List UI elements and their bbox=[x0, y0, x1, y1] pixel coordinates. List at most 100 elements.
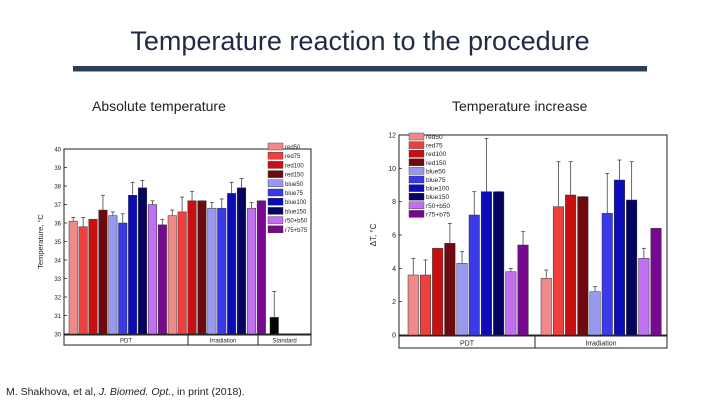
bar-pdt-blue100 bbox=[128, 195, 138, 335]
bar-standard-Standard bbox=[269, 317, 279, 335]
bar-pdt-blue50 bbox=[456, 263, 468, 336]
legend-label: red150 bbox=[285, 173, 304, 179]
y-tick-label: 8 bbox=[392, 199, 396, 206]
bar-pdt-red50 bbox=[407, 274, 419, 336]
legend-swatch bbox=[408, 158, 425, 166]
legend-label: r75+b75 bbox=[426, 211, 450, 218]
y-tick-label: 35 bbox=[54, 240, 61, 246]
y-tick-label: 10 bbox=[388, 166, 396, 173]
legend-label: blue150 bbox=[426, 194, 450, 201]
y-tick-label: 12 bbox=[388, 133, 396, 140]
legend-label: red75 bbox=[285, 154, 301, 160]
bar-irradiation-blue50 bbox=[207, 207, 217, 335]
legend-label: red100 bbox=[426, 151, 447, 158]
group-label: Irradiation bbox=[210, 339, 237, 345]
bar-pdt-blue75 bbox=[468, 214, 480, 336]
bar-pdt-r75-b75 bbox=[157, 224, 167, 335]
citation-authors: M. Shakhova, et al, bbox=[6, 386, 99, 398]
legend-swatch bbox=[267, 151, 284, 160]
legend-label: r50+b50 bbox=[426, 203, 450, 210]
legend-swatch bbox=[267, 216, 284, 224]
bar-pdt-blue150 bbox=[138, 187, 148, 335]
legend-label: red75 bbox=[426, 143, 443, 150]
y-axis-label: Temperature, °C bbox=[36, 214, 45, 269]
group-label: Standard bbox=[272, 339, 296, 345]
bar-irradiation-red75 bbox=[552, 206, 564, 336]
bar-pdt-blue100 bbox=[480, 191, 492, 336]
citation-status: , in print (2018). bbox=[171, 386, 245, 398]
legend-swatch bbox=[267, 161, 284, 169]
legend-label: red100 bbox=[285, 163, 304, 169]
bar-irradiation-red150 bbox=[577, 196, 589, 336]
y-tick-label: 40 bbox=[54, 148, 61, 154]
absolute-temperature-chart: 30 31 32 33 34 35 36 37 38 39 40 Temperature, °C PDT… bbox=[36, 142, 312, 346]
legend-label: r75+b75 bbox=[285, 228, 308, 234]
y-tick-label: 4 bbox=[392, 266, 396, 273]
legend-label: blue75 bbox=[285, 191, 304, 197]
legend-swatch bbox=[408, 132, 425, 141]
bar-irradiation-r50-b50 bbox=[638, 258, 650, 336]
y-tick-label: 32 bbox=[54, 296, 61, 302]
legend-label: red50 bbox=[285, 145, 301, 151]
subtitle-absolute-temperature: Absolute temperature bbox=[92, 98, 226, 114]
bar-irradiation-blue150 bbox=[237, 187, 247, 335]
y-tick-label: 38 bbox=[54, 185, 61, 191]
y-tick-label: 2 bbox=[392, 299, 396, 306]
legend-label: blue100 bbox=[285, 200, 307, 206]
bar-irradiation-r75-b75 bbox=[650, 228, 662, 336]
y-tick-label: 31 bbox=[54, 314, 61, 320]
y-tick-label: 33 bbox=[54, 277, 61, 283]
legend-label: blue75 bbox=[426, 177, 446, 184]
bar-irradiation-blue75 bbox=[217, 207, 227, 335]
legend-swatch bbox=[408, 167, 425, 175]
legend-swatch bbox=[408, 192, 425, 201]
bar-pdt-r75-b75 bbox=[517, 244, 529, 336]
legend-swatch bbox=[408, 175, 425, 184]
legend-label: red50 bbox=[426, 134, 443, 141]
bar-irradiation-blue100 bbox=[227, 193, 237, 335]
legend-swatch bbox=[267, 225, 284, 234]
bar-irradiation-blue100 bbox=[613, 179, 625, 336]
legend-label: r50+b50 bbox=[285, 219, 308, 225]
legend-swatch bbox=[267, 207, 284, 215]
y-tick-label: 34 bbox=[54, 259, 61, 265]
legend-label: red150 bbox=[426, 160, 447, 167]
y-tick-label: 30 bbox=[54, 333, 61, 339]
group-label: PDT bbox=[120, 339, 132, 345]
legend-label: blue50 bbox=[426, 168, 446, 175]
bar-irradiation-blue75 bbox=[601, 213, 613, 336]
group-label: PDT bbox=[460, 341, 475, 348]
bar-pdt-red100 bbox=[88, 219, 98, 335]
y-tick-label: 37 bbox=[54, 203, 61, 209]
bar-pdt-red150 bbox=[98, 209, 108, 335]
citation-journal: J. Biomed. Opt. bbox=[98, 386, 172, 398]
y-tick-label: 36 bbox=[54, 222, 61, 228]
bar-irradiation-red150 bbox=[197, 200, 207, 335]
bar-pdt-red75 bbox=[419, 274, 431, 336]
bar-irradiation-r50-b50 bbox=[246, 207, 256, 335]
legend-swatch bbox=[408, 184, 425, 192]
legend-label: blue150 bbox=[285, 209, 307, 215]
bar-irradiation-blue150 bbox=[626, 199, 638, 336]
title-underline bbox=[73, 66, 647, 72]
subtitle-temperature-increase: Temperature increase bbox=[452, 98, 588, 114]
slide-title: Temperature reaction to the procedure bbox=[130, 26, 590, 56]
legend-swatch bbox=[267, 170, 284, 178]
y-tick-label: 39 bbox=[54, 166, 61, 172]
y-axis-label: ΔT, °C bbox=[369, 223, 378, 246]
y-tick-label: 0 bbox=[392, 333, 396, 340]
legend-swatch bbox=[267, 198, 284, 206]
legend-swatch bbox=[408, 201, 425, 210]
legend-swatch bbox=[408, 210, 425, 218]
bar-pdt-r50-b50 bbox=[505, 271, 517, 336]
legend-swatch bbox=[267, 179, 284, 187]
bar-pdt-red100 bbox=[432, 248, 444, 336]
bar-pdt-red150 bbox=[444, 243, 456, 336]
legend-swatch bbox=[408, 141, 425, 149]
bar-pdt-red50 bbox=[68, 220, 78, 335]
legend-label: blue50 bbox=[285, 182, 304, 188]
bar-pdt-blue75 bbox=[118, 222, 128, 335]
bar-pdt-r50-b50 bbox=[147, 204, 157, 335]
legend-swatch bbox=[267, 142, 284, 151]
